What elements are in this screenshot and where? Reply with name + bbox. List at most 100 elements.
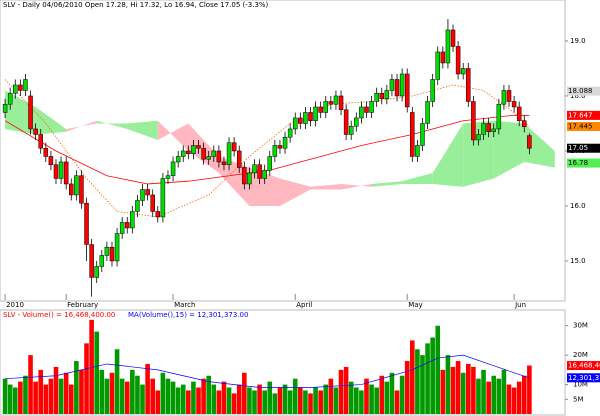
volume-bar: [435, 325, 441, 414]
candle-body: [262, 169, 267, 179]
volume-bar: [409, 340, 415, 414]
volume-bar: [389, 372, 395, 414]
candle-body: [216, 150, 222, 163]
volume-bar: [374, 387, 379, 414]
candle-body: [394, 79, 400, 97]
candle-body: [7, 92, 13, 105]
candle-body: [430, 79, 435, 102]
volume-bar: [420, 355, 425, 414]
candle-body: [471, 101, 476, 141]
value-marker-label: 17.445: [568, 122, 593, 130]
cloud: [371, 181, 403, 187]
candle-body: [99, 255, 105, 267]
candle-body: [135, 200, 140, 212]
volume-bar: [130, 369, 135, 414]
candle-body: [191, 145, 196, 154]
volume-bar: [53, 366, 59, 414]
x-tick-label: March: [174, 301, 195, 309]
volume-bar: [84, 343, 89, 414]
volume-bar: [501, 369, 507, 414]
candle-body: [2, 103, 8, 113]
x-tick-label: April: [296, 301, 312, 309]
volume-bar: [506, 384, 512, 414]
cloud: [157, 120, 189, 151]
value-marker-label: 18.088: [568, 87, 593, 95]
volume-bar: [425, 343, 430, 414]
volume-bar: [186, 390, 191, 414]
volume-bar: [343, 366, 349, 414]
volume-bar: [476, 378, 481, 414]
volume-bar: [333, 387, 339, 414]
cloud: [96, 120, 128, 129]
volume-bar: [471, 366, 476, 414]
volume-bar: [450, 366, 456, 414]
volume-bar: [277, 387, 283, 414]
volume-bar: [140, 384, 145, 414]
volume-bar: [150, 378, 156, 414]
value-marker: [567, 143, 600, 153]
candle-body: [170, 161, 176, 176]
cloud: [524, 123, 555, 168]
candle-body: [221, 161, 227, 165]
value-marker-label: 17.647: [568, 111, 593, 119]
candle-body: [43, 147, 49, 157]
candle-body: [84, 202, 89, 245]
cloud: [493, 120, 525, 179]
volume-bar: [226, 387, 232, 414]
volume-bar: [328, 378, 334, 414]
volume-bar: [527, 365, 532, 414]
volume-bar: [109, 372, 115, 414]
candle-body: [435, 51, 440, 80]
candle-body: [114, 233, 120, 262]
candle-body: [354, 117, 359, 127]
candle-body: [516, 106, 522, 121]
candle-body: [231, 142, 237, 152]
candle-body: [145, 189, 150, 196]
volume-bar: [114, 349, 120, 414]
volume-bar: [48, 378, 54, 414]
volume-bar: [338, 369, 344, 414]
candle-body: [476, 134, 481, 141]
candle-body: [460, 68, 466, 75]
volume-bar: [221, 381, 227, 414]
volume-bar: [242, 372, 247, 414]
y-tick-label: 20M: [573, 351, 588, 359]
candle-body: [160, 178, 166, 218]
candle-body: [272, 145, 278, 157]
volume-bar: [196, 387, 201, 414]
volume-bar: [94, 331, 100, 414]
candle-body: [38, 134, 43, 149]
candle-body: [180, 150, 186, 157]
candle-body: [206, 156, 211, 160]
candle-body: [175, 156, 181, 163]
volume-bar: [119, 378, 125, 414]
value-marker: [567, 121, 600, 131]
volume-bar: [516, 381, 522, 414]
volume-header: SLV - Volume() = 16,468,400.00: [3, 311, 115, 319]
volume-bar: [369, 384, 374, 414]
volume-bar: [379, 375, 385, 414]
volume-bar: [231, 393, 237, 414]
candle-body: [155, 211, 161, 218]
value-marker: [567, 110, 600, 120]
volume-bar: [12, 387, 18, 414]
value-marker: [567, 373, 600, 383]
volume-bar: [155, 390, 161, 414]
value-marker-label: 12,301,373: [568, 374, 600, 382]
y-tick-label: 16.0: [570, 202, 586, 210]
candle-body: [287, 128, 293, 138]
candle-body: [140, 189, 145, 201]
cloud: [463, 120, 494, 187]
candle-body: [481, 123, 486, 135]
volume-bar: [404, 361, 410, 414]
volume-bar: [252, 390, 257, 414]
volume-bar: [247, 387, 252, 414]
candle-body: [333, 95, 339, 105]
y-tick-label: 30M: [573, 322, 588, 330]
volume-bar: [58, 378, 64, 414]
candle-body: [379, 92, 385, 99]
candle-body: [323, 101, 329, 113]
candle-body: [277, 145, 283, 149]
volume-bar: [313, 387, 318, 414]
y-tick-label: 5M: [573, 395, 584, 403]
